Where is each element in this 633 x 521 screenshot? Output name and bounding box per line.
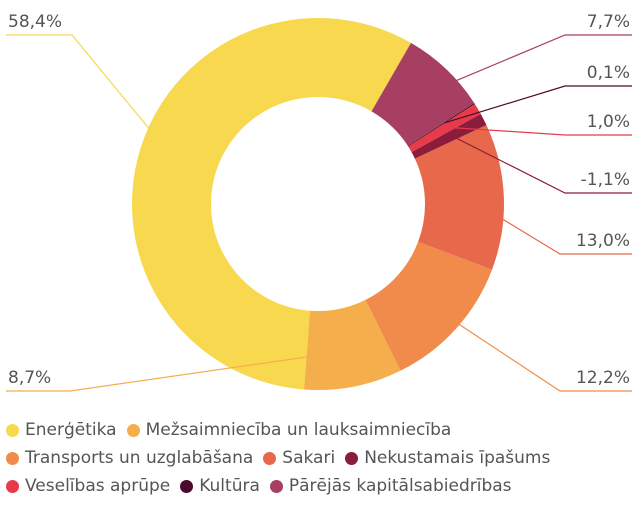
legend-swatch — [6, 423, 19, 437]
legend-swatch — [180, 479, 194, 493]
legend-item: Veselības aprūpe — [6, 476, 170, 496]
data-label: 7,7% — [587, 12, 630, 32]
legend-label: Sakari — [282, 448, 336, 468]
legend-swatch — [6, 451, 19, 465]
legend-item: Transports un uzglabāšana — [6, 448, 253, 468]
leader-line — [451, 135, 632, 194]
data-label: 0,1% — [587, 63, 630, 83]
legend-item: Enerģētika — [6, 420, 117, 440]
leader-line — [428, 304, 632, 392]
data-label: 8,7% — [8, 368, 51, 388]
slice — [414, 125, 504, 270]
data-label: -1,1% — [581, 170, 630, 190]
slice — [304, 299, 401, 391]
legend-row: Enerģētika Mežsaimniecība un lauksaimniec… — [6, 416, 631, 444]
legend-label: Enerģētika — [25, 420, 117, 440]
legend-swatch — [126, 423, 140, 437]
data-label: 12,2% — [576, 368, 630, 388]
leader-line — [6, 34, 176, 161]
legend-swatch — [6, 479, 19, 493]
leader-line — [467, 197, 632, 255]
slice — [407, 103, 475, 147]
legend-item: Mežsaimniecība un lauksaimniecība — [126, 420, 452, 440]
slice — [408, 103, 481, 153]
legend-label: Mežsaimniecība un lauksaimniecība — [145, 420, 452, 440]
chart: 58,4% 8,7% 12,2% 13,0% -1,1% 1,0% 0,1% 7,7% — [6, 12, 632, 392]
slice — [132, 18, 411, 390]
legend-label: Veselības aprūpe — [25, 476, 171, 496]
legend-label: Pārējās kapitālsabiedrības — [288, 476, 512, 496]
leader-line — [421, 34, 632, 96]
legend-label: Transports un uzglabāšana — [25, 448, 254, 468]
legend-item: Kultūra — [180, 476, 260, 496]
legend-label: Nekustamais īpašums — [364, 448, 551, 468]
legend-swatch — [263, 451, 277, 465]
legend-item: Pārējās kapitālsabiedrības — [269, 476, 512, 496]
legend: Enerģētika Mežsaimniecība un lauksaimniec… — [6, 416, 631, 500]
legend-item: Nekustamais īpašums — [345, 448, 550, 468]
slice — [365, 241, 493, 371]
legend-row: Veselības aprūpe Kultūra Pārējās kapitālsa… — [6, 472, 631, 500]
legend-row: Transports un uzglabāšana Sakari Nekustama… — [6, 444, 631, 472]
leader-line — [446, 126, 632, 136]
legend-item: Sakari — [263, 448, 335, 468]
leader-line — [444, 85, 632, 124]
slice — [411, 113, 487, 159]
legend-swatch — [345, 451, 359, 465]
data-label: 1,0% — [587, 112, 630, 132]
leader-line — [6, 350, 347, 392]
data-label: 13,0% — [576, 231, 630, 251]
legend-swatch — [269, 479, 283, 493]
legend-label: Kultūra — [199, 476, 260, 496]
data-label: 58,4% — [8, 12, 62, 32]
